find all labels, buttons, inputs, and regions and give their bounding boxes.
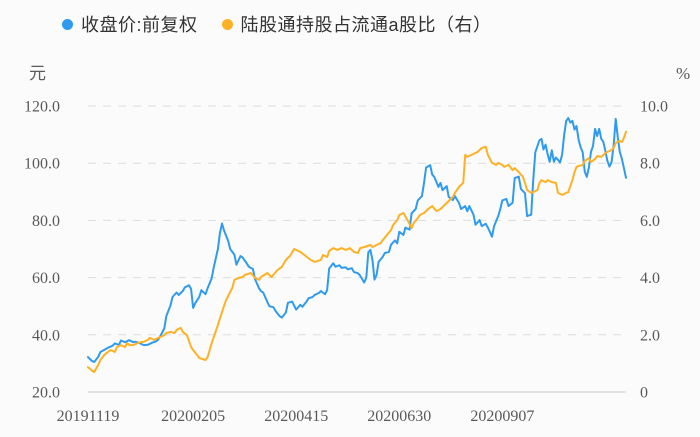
right-axis-tick: 10.0 [640, 99, 668, 116]
holdings-ratio-line [87, 130, 627, 373]
close-price-series-dot-icon [62, 18, 73, 30]
x-axis-tick: 20200907 [470, 408, 534, 425]
left-axis-tick: 100.0 [24, 156, 60, 173]
legend-label-holdings-ratio: 陆股通持股占流通a股比（右） [240, 15, 492, 35]
holdings-ratio-series-dot-icon [221, 18, 233, 30]
chart-legend: 收盘价:前复权 陆股通持股占流通a股比（右） [62, 11, 492, 37]
x-axis-tick: 20200415 [264, 408, 328, 425]
x-axis-tick: 20200205 [161, 408, 225, 425]
left-axis-tick: 120.0 [24, 99, 60, 116]
right-axis-unit-label: % [676, 64, 690, 83]
close-price-line [87, 117, 627, 363]
x-axis-tick: 20200630 [367, 408, 431, 425]
legend-item-close-price[interactable]: 收盘价:前复权 [62, 11, 198, 37]
left-axis-tick: 60.0 [32, 270, 60, 287]
legend-item-holdings-ratio[interactable]: 陆股通持股占流通a股比（右） [221, 11, 492, 37]
right-axis-tick: 0 [640, 385, 648, 402]
legend-label-close-price: 收盘价:前复权 [81, 15, 198, 35]
left-axis-tick: 20.0 [32, 385, 60, 402]
left-axis-tick: 40.0 [32, 327, 60, 344]
right-axis-tick: 6.0 [640, 213, 660, 230]
right-axis-tick: 8.0 [640, 156, 660, 173]
left-axis-unit-label: 元 [29, 64, 46, 83]
left-axis-tick: 80.0 [32, 213, 60, 230]
right-axis-tick: 4.0 [640, 270, 660, 287]
x-axis-tick: 20191119 [57, 408, 120, 425]
right-axis-tick: 2.0 [640, 327, 660, 344]
